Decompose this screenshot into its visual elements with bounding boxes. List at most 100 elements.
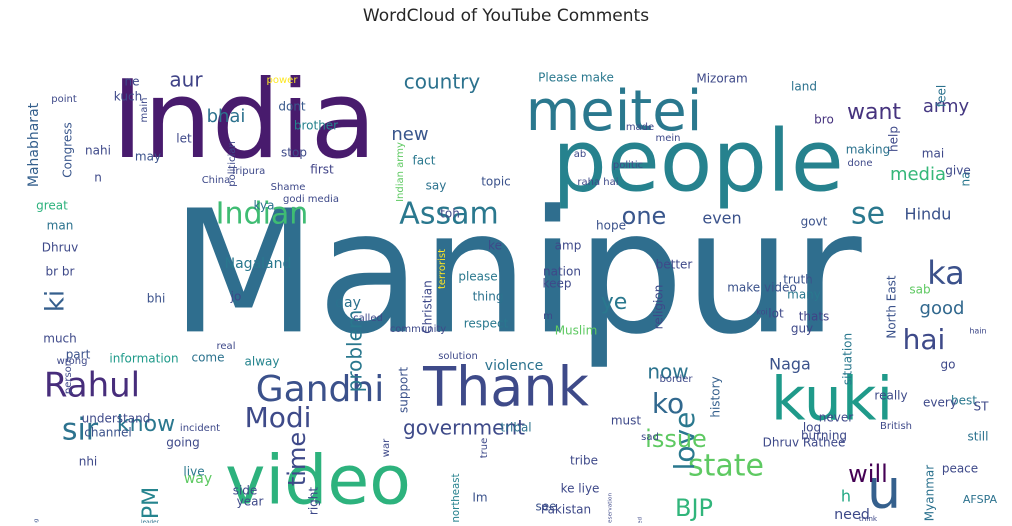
word: peace xyxy=(942,462,978,476)
word: m xyxy=(543,311,553,322)
word: dont xyxy=(278,100,306,114)
word: people xyxy=(552,111,844,211)
word: part xyxy=(66,348,91,362)
word: situation xyxy=(841,333,855,385)
word: say xyxy=(426,179,447,193)
word: started xyxy=(638,517,644,523)
word: really xyxy=(874,389,907,403)
word: ke xyxy=(488,239,502,253)
word: going xyxy=(166,436,200,450)
word: reservation xyxy=(608,493,614,523)
word: true xyxy=(479,438,490,459)
word: make video xyxy=(727,281,797,295)
word: hope xyxy=(596,219,626,233)
chart-title: WordCloud of YouTube Comments xyxy=(362,6,650,26)
word: Tripura xyxy=(230,166,265,177)
word: land xyxy=(791,80,817,94)
word: Indian xyxy=(216,197,309,232)
word: fact xyxy=(413,154,436,168)
word: toh xyxy=(440,207,460,221)
word: go xyxy=(941,358,956,372)
word: AFSPA xyxy=(963,493,998,506)
word: kuki xyxy=(771,365,893,435)
word: new xyxy=(391,124,428,145)
word: BJP xyxy=(675,494,713,522)
word: se xyxy=(851,197,885,232)
word: nahi xyxy=(85,144,111,158)
word: Manipur xyxy=(170,174,861,372)
word: state xyxy=(688,449,764,484)
word: Shame xyxy=(271,182,306,193)
word: day xyxy=(335,295,361,311)
word: feel xyxy=(935,85,949,107)
word: problem xyxy=(343,310,367,393)
word: truth xyxy=(783,273,813,287)
word: h xyxy=(841,487,851,506)
word: much xyxy=(43,332,77,346)
word: community xyxy=(390,324,446,335)
word: please xyxy=(458,270,497,284)
word: North East xyxy=(885,275,899,339)
word: many xyxy=(787,288,821,302)
word: main xyxy=(139,98,150,123)
word: making xyxy=(846,143,891,157)
word: every xyxy=(923,396,957,410)
word: respect xyxy=(464,317,509,331)
word: made xyxy=(626,122,654,133)
word: violence xyxy=(485,358,543,374)
word: best xyxy=(951,394,977,408)
word: give xyxy=(945,164,970,178)
word: Congress xyxy=(61,122,75,178)
word: issue xyxy=(645,425,707,453)
word: koi xyxy=(756,308,767,317)
word: better xyxy=(656,258,693,272)
word: know xyxy=(117,412,175,437)
word: border xyxy=(659,374,693,385)
word: Mahabharat xyxy=(26,102,42,187)
word: religion xyxy=(652,285,666,330)
word: hai xyxy=(903,323,946,356)
word: British xyxy=(880,421,912,432)
word: history xyxy=(709,376,723,417)
word: wrong xyxy=(57,356,88,367)
word: Nagaland xyxy=(225,256,292,272)
word: Naga xyxy=(769,355,811,374)
word: Gandhi xyxy=(256,369,384,410)
word: thing xyxy=(473,290,504,304)
word: politician xyxy=(227,141,238,186)
word: mai xyxy=(922,147,944,161)
word: done xyxy=(848,158,873,169)
word: come xyxy=(191,351,224,365)
word: Mizoram xyxy=(696,72,747,86)
word: let xyxy=(176,132,192,146)
word: ko xyxy=(652,387,684,420)
word: point xyxy=(51,94,77,105)
word: keep xyxy=(543,277,572,291)
word: tribe xyxy=(570,454,598,468)
word: n xyxy=(94,171,102,185)
word: guy xyxy=(791,322,813,336)
word: man xyxy=(47,219,74,233)
word: support xyxy=(397,367,411,413)
word: govt xyxy=(801,215,828,229)
word: understand xyxy=(82,412,151,426)
word: kya xyxy=(254,199,275,213)
word: Myanmar xyxy=(923,465,937,521)
word: may xyxy=(135,150,161,164)
word: country xyxy=(404,70,481,94)
word: bro xyxy=(814,113,834,127)
word: way xyxy=(184,471,212,487)
word: think xyxy=(859,514,878,523)
word: log xyxy=(803,421,821,435)
word: want xyxy=(847,100,901,125)
word: see xyxy=(535,500,556,514)
word: will xyxy=(848,460,888,488)
word: even xyxy=(702,209,741,228)
word: need xyxy=(834,507,870,523)
word: PM xyxy=(139,487,164,519)
word: ye xyxy=(601,290,628,315)
word: real xyxy=(217,341,236,352)
word: hain xyxy=(969,327,986,336)
word: Christian xyxy=(421,280,435,334)
